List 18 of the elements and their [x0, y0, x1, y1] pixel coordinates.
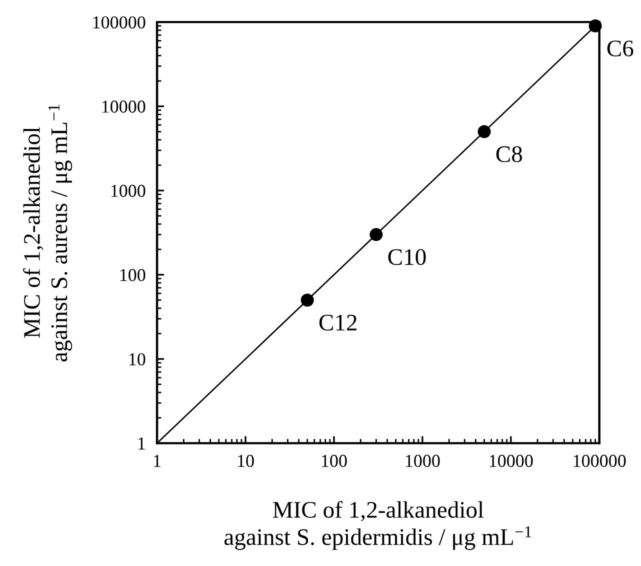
annotation: C12 — [319, 314, 356, 331]
x-tick-label: 100 — [322, 454, 347, 467]
y-tick-label: 10 — [129, 353, 146, 366]
x-tick-label: 100000 — [574, 454, 626, 467]
y-tick-label: 1000 — [111, 184, 146, 197]
annotation: C10 — [388, 249, 426, 266]
y-tick-label: 10000 — [102, 100, 146, 113]
y-axis-title: MIC of 1,2-alkanediol against S. aureus / μg mL$^{−1}$ — [23, 104, 72, 362]
x-tick-label: 1000 — [406, 454, 440, 467]
annotation: C6 — [607, 40, 634, 56]
x-tick-label: 10000 — [490, 454, 533, 467]
y-tick-label: 1 — [138, 438, 145, 450]
annotation: C8 — [496, 146, 522, 162]
x-tick-label: 10 — [238, 454, 254, 467]
y-tick-label: 100 — [120, 268, 146, 282]
y-tick-label: 100000 — [93, 16, 146, 29]
x-tick-label: 1 — [154, 454, 160, 467]
x-axis-title: MIC of 1,2-alkanediol against S. epidermidis / μg mL$^{−1}$ — [224, 500, 532, 550]
